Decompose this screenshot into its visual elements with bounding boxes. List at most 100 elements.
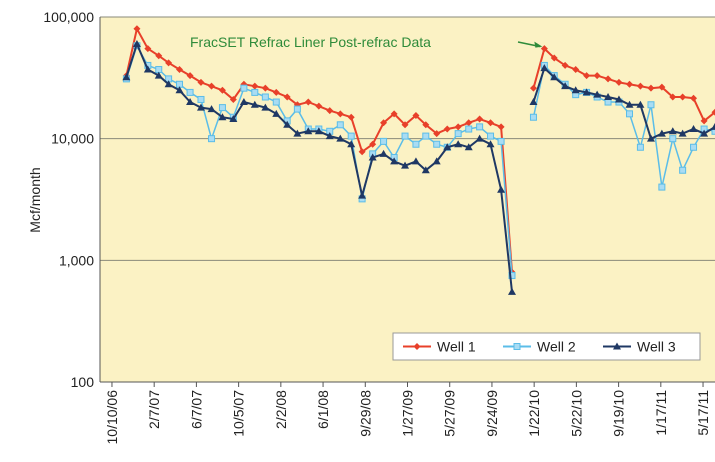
marker [283, 93, 291, 101]
y-tick-label: 10,000 [51, 131, 94, 147]
marker [700, 117, 708, 125]
marker [272, 109, 281, 117]
marker [401, 161, 410, 169]
marker [678, 129, 687, 137]
marker [186, 72, 194, 80]
marker [657, 129, 666, 137]
marker [261, 84, 269, 92]
legend-label: Well 1 [437, 339, 476, 355]
marker [658, 83, 666, 91]
marker [711, 127, 715, 135]
x-tick-label: 10/5/07 [231, 390, 247, 437]
marker [614, 95, 623, 103]
marker [347, 132, 355, 140]
marker [251, 82, 259, 90]
marker [454, 130, 462, 138]
marker [165, 59, 173, 67]
x-tick-label: 1/22/10 [526, 390, 542, 437]
marker [186, 88, 194, 96]
legend-label: Well 3 [637, 339, 676, 355]
marker [711, 122, 715, 130]
marker [464, 143, 473, 151]
marker [658, 183, 666, 191]
marker [711, 108, 715, 116]
marker [690, 94, 698, 102]
marker [487, 119, 495, 127]
marker [422, 132, 430, 140]
marker [465, 125, 473, 133]
marker [476, 115, 484, 123]
marker [454, 140, 463, 148]
marker [326, 107, 334, 115]
x-tick-label: 5/17/11 [695, 390, 711, 436]
marker [197, 95, 205, 103]
marker [358, 148, 366, 156]
plot-area [100, 17, 715, 382]
marker [379, 149, 388, 157]
marker [433, 140, 441, 148]
marker [625, 100, 634, 108]
marker [218, 113, 227, 121]
legend-label: Well 2 [537, 339, 576, 355]
marker [690, 143, 698, 151]
marker [239, 98, 248, 106]
marker [401, 121, 409, 129]
x-tick-label: 9/29/08 [357, 390, 373, 437]
marker [132, 39, 141, 47]
marker [561, 61, 569, 69]
marker [582, 88, 591, 96]
x-tick-label: 9/19/10 [611, 390, 627, 437]
marker [315, 102, 323, 110]
marker [380, 137, 388, 145]
marker [207, 105, 216, 113]
marker [154, 71, 163, 79]
marker [604, 93, 613, 101]
marker [647, 101, 655, 109]
marker [347, 140, 356, 148]
marker [412, 140, 420, 148]
x-tick-label: 2/2/08 [273, 390, 289, 429]
marker [293, 129, 302, 137]
marker [571, 86, 580, 94]
marker [529, 98, 538, 106]
marker [368, 153, 377, 161]
marker [700, 129, 709, 137]
marker [475, 134, 484, 142]
y-axis-label: Mcf/month [27, 167, 43, 232]
marker [689, 125, 698, 133]
marker [347, 113, 355, 121]
x-tick-label: 10/10/06 [104, 390, 120, 445]
marker [626, 110, 634, 118]
marker [336, 121, 344, 129]
marker [390, 110, 398, 118]
marker [540, 64, 549, 72]
y-tick-label: 100 [71, 374, 95, 390]
marker [613, 342, 621, 350]
marker [336, 134, 345, 142]
x-tick-label: 9/24/09 [484, 390, 500, 437]
marker [122, 73, 131, 81]
marker [133, 25, 141, 33]
marker [196, 103, 205, 111]
marker [513, 343, 521, 350]
marker [325, 132, 334, 140]
marker [401, 132, 409, 140]
marker [421, 166, 430, 174]
marker [443, 143, 452, 151]
x-tick-label: 1/17/11 [653, 390, 669, 436]
marker [550, 73, 559, 81]
marker [529, 84, 537, 92]
marker [250, 100, 259, 108]
marker [358, 191, 367, 199]
marker [646, 134, 655, 142]
legend-box [392, 332, 701, 361]
marker [314, 127, 323, 135]
marker [208, 135, 216, 143]
marker [261, 93, 269, 101]
x-tick-label: 1/27/09 [400, 390, 416, 437]
marker [390, 157, 399, 165]
annotation: FracSET Refrac Liner Post-refrac Data [190, 34, 431, 50]
marker [240, 84, 248, 92]
marker [229, 115, 238, 123]
